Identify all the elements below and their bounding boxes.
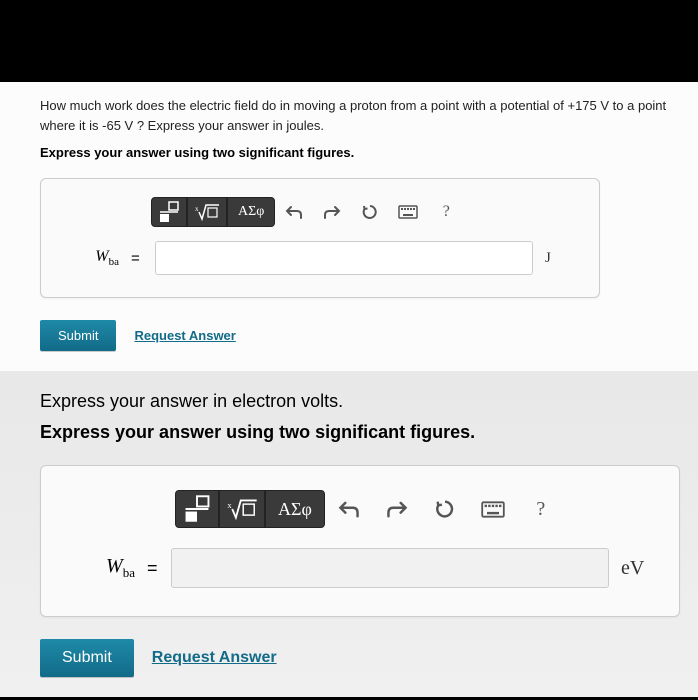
redo-button[interactable] [373, 490, 421, 528]
request-answer-link[interactable]: Request Answer [152, 649, 277, 667]
xroot-button[interactable]: x [187, 197, 227, 227]
top-bar [0, 0, 698, 82]
reset-button[interactable] [351, 197, 389, 227]
redo-button[interactable] [313, 197, 351, 227]
xroot-button[interactable]: x [219, 490, 265, 528]
fraction-template-button[interactable] [151, 197, 187, 227]
equals-sign: = [147, 558, 159, 579]
unit-label: eV [621, 557, 655, 580]
variable-label: Wba [61, 248, 119, 268]
answer-input[interactable] [171, 548, 609, 588]
greek-symbols-button[interactable]: ΑΣφ [227, 197, 275, 227]
undo-button[interactable] [325, 490, 373, 528]
answer-container: x ΑΣφ ? Wba = eV [40, 465, 680, 617]
greek-symbols-button[interactable]: ΑΣφ [265, 490, 325, 528]
question-part-1: How much work does the electric field do… [0, 82, 698, 371]
undo-button[interactable] [275, 197, 313, 227]
fraction-template-button[interactable] [175, 490, 219, 528]
answer-container: x ΑΣφ ? Wba = J [40, 178, 600, 298]
help-button[interactable]: ? [427, 197, 465, 227]
submit-button[interactable]: Submit [40, 639, 134, 677]
variable-label: Wba [65, 555, 135, 581]
question-text: How much work does the electric field do… [40, 96, 670, 135]
submit-button[interactable]: Submit [40, 320, 116, 351]
question-part-2: Express your answer in electron volts. E… [0, 371, 698, 697]
answer-input-row: Wba = J [61, 241, 579, 275]
svg-text:x: x [227, 500, 232, 510]
instruction-sub: Express your answer in electron volts. [40, 391, 670, 412]
reset-button[interactable] [421, 490, 469, 528]
help-button[interactable]: ? [517, 490, 565, 528]
equals-sign: = [131, 250, 143, 267]
instruction-main: Express your answer using two significan… [40, 422, 670, 443]
keyboard-button[interactable] [389, 197, 427, 227]
equation-toolbar: x ΑΣφ ? [151, 197, 579, 227]
equation-toolbar: x ΑΣφ ? [175, 490, 655, 528]
unit-label: J [545, 250, 579, 267]
answer-input[interactable] [155, 241, 533, 275]
answer-input-row: Wba = eV [65, 548, 655, 588]
action-row: Submit Request Answer [40, 639, 670, 677]
keyboard-button[interactable] [469, 490, 517, 528]
svg-text:x: x [195, 205, 199, 213]
instruction-text: Express your answer using two significan… [40, 145, 670, 160]
action-row: Submit Request Answer [40, 320, 670, 351]
request-answer-link[interactable]: Request Answer [134, 328, 235, 343]
